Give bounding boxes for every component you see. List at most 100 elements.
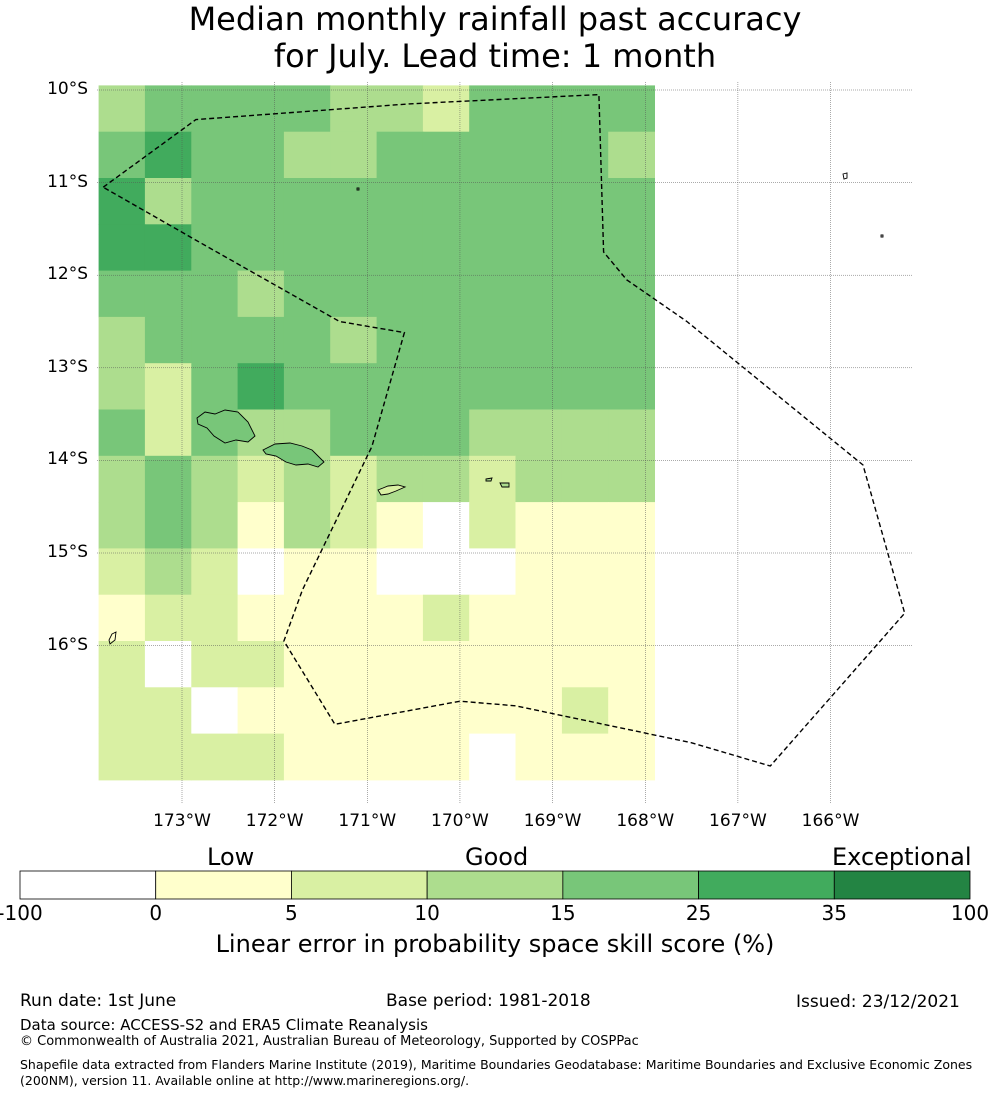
island-small-1 <box>356 187 360 191</box>
colorbar-category-good: Good <box>465 843 529 871</box>
skill-cell <box>422 502 470 549</box>
skill-cell <box>469 548 516 596</box>
skill-cell <box>469 131 516 179</box>
skill-cell <box>422 594 470 642</box>
latitude-label: 16°S <box>47 634 88 655</box>
skill-cell <box>515 316 563 364</box>
skill-cell <box>144 409 192 457</box>
data-source: Data source: ACCESS-S2 and ERA5 Climate … <box>20 1016 428 1034</box>
skill-cell <box>608 224 655 272</box>
skill-cell <box>469 409 516 457</box>
skill-cell <box>283 85 331 133</box>
skill-cell <box>330 548 377 596</box>
skill-cell <box>283 316 331 364</box>
skill-cell <box>376 131 424 179</box>
skill-cell <box>422 178 470 225</box>
skill-cell <box>144 178 192 225</box>
skill-cell <box>469 455 516 503</box>
skill-cell <box>237 594 285 642</box>
skill-cell <box>144 270 192 318</box>
skill-cell <box>144 85 192 133</box>
skill-cell <box>515 178 563 225</box>
skill-cell <box>191 548 239 596</box>
latitude-label: 14°S <box>47 449 88 470</box>
skill-cell <box>191 224 239 272</box>
latitude-label: 12°S <box>47 264 88 285</box>
skill-cell <box>515 502 563 549</box>
skill-cell <box>330 455 377 503</box>
skill-cell <box>376 641 424 688</box>
longitude-label: 167°W <box>709 811 767 831</box>
skill-cell <box>191 316 239 364</box>
skill-cell <box>283 363 331 410</box>
colorbar-tick-label: 15 <box>550 901 576 925</box>
skill-cell <box>237 224 285 272</box>
skill-cell <box>608 594 655 642</box>
skill-cell <box>608 502 655 549</box>
shapefile-credit-line2: (200NM), version 11. Available online at… <box>20 1073 470 1088</box>
skill-cell <box>237 131 285 179</box>
skill-cell <box>144 687 192 735</box>
run-date: Run date: 1st June <box>20 991 177 1011</box>
colorbar-tick-label: 5 <box>285 901 298 925</box>
skill-cell <box>98 316 146 364</box>
skill-cell <box>515 409 563 457</box>
skill-cell <box>330 687 377 735</box>
skill-cell <box>376 270 424 318</box>
longitude-label: 173°W <box>153 811 211 831</box>
skill-cell <box>422 316 470 364</box>
skill-cell <box>376 85 424 133</box>
skill-cell <box>191 178 239 225</box>
skill-cell <box>561 409 609 457</box>
skill-cell <box>283 502 331 549</box>
skill-cell <box>283 641 331 688</box>
skill-cell <box>561 641 609 688</box>
skill-cell <box>422 224 470 272</box>
skill-cell <box>330 641 377 688</box>
longitude-label: 169°W <box>523 811 582 831</box>
skill-cell <box>376 316 424 364</box>
island-upolu-outline <box>262 442 325 468</box>
skill-cell <box>283 594 331 642</box>
colorbar-segment <box>291 870 428 900</box>
skill-cell <box>330 316 377 364</box>
skill-cell <box>608 455 655 503</box>
latitude-label: 15°S <box>47 542 88 562</box>
skill-cell <box>515 224 563 272</box>
skill-cell <box>608 641 655 688</box>
skill-cell <box>98 85 146 133</box>
skill-cell <box>237 687 285 735</box>
skill-cell <box>191 502 239 549</box>
colorbar-segment <box>698 870 835 900</box>
colorbar-category-low: Low <box>207 843 255 871</box>
skill-cell <box>469 85 516 133</box>
latitude-label: 11°S <box>47 171 88 192</box>
skill-cell <box>422 455 470 503</box>
skill-cell <box>608 548 655 596</box>
colorbar-tick-label: -100 <box>0 901 43 925</box>
colorbar-segment <box>426 870 564 900</box>
skill-grid-cells <box>98 85 655 781</box>
skill-cell <box>561 224 609 272</box>
skill-cell <box>376 224 424 272</box>
skill-cell <box>283 224 331 272</box>
skill-cell <box>237 363 285 410</box>
skill-cell <box>144 733 192 781</box>
skill-cell <box>144 548 192 596</box>
colorbar-tick-label: 35 <box>821 901 848 925</box>
skill-cell <box>608 363 655 410</box>
colorbar-category-exceptional: Exceptional <box>832 843 972 871</box>
skill-cell <box>561 687 609 735</box>
skill-cell <box>191 687 239 735</box>
skill-cell <box>376 594 424 642</box>
skill-cell <box>515 733 563 781</box>
skill-cell <box>98 270 146 318</box>
skill-cell <box>515 641 563 688</box>
skill-cell <box>144 131 192 179</box>
island-small-3 <box>880 234 884 238</box>
skill-cell <box>330 131 377 179</box>
skill-cell <box>191 131 239 179</box>
skill-cell <box>376 178 424 225</box>
skill-cell <box>561 548 609 596</box>
skill-cell <box>144 594 192 642</box>
